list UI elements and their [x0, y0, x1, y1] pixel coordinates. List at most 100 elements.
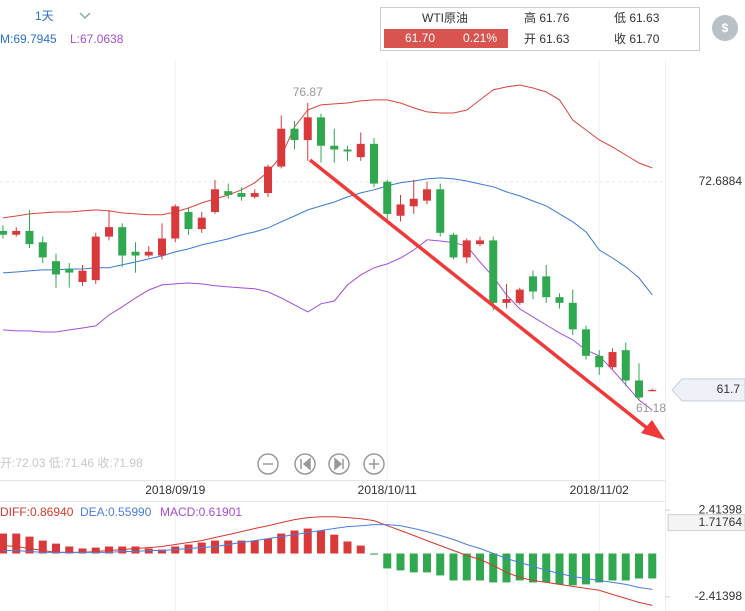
candle-body — [621, 350, 630, 381]
candle-body — [317, 117, 325, 146]
macd-bar — [542, 553, 551, 583]
trend-arrow — [308, 158, 665, 440]
close: 收 61.70 — [614, 32, 660, 46]
candle-body — [158, 238, 166, 256]
arrow-shaft — [308, 158, 654, 434]
macd-bar — [423, 553, 431, 573]
candle-body — [52, 261, 60, 275]
candle-body — [250, 193, 259, 197]
macd-bar — [12, 533, 21, 554]
candle-body — [582, 329, 590, 356]
macd-bar — [224, 540, 233, 554]
x-tick-label: 2018/10/11 — [358, 483, 417, 497]
macd-bar — [158, 549, 166, 554]
candle-body — [489, 240, 498, 303]
zoom-in[interactable] — [363, 453, 385, 475]
macd-bar — [555, 553, 564, 585]
last-price-label: 61.7 — [717, 382, 741, 396]
macd-bar — [489, 553, 498, 583]
x-tick-label: 2018/11/02 — [570, 483, 629, 497]
diff-line — [2, 516, 653, 606]
macd-bar — [250, 540, 259, 554]
macd-bar — [436, 553, 445, 576]
macd-legend: DEA:0.55990 — [80, 505, 152, 519]
macd-bar — [91, 547, 100, 554]
macd-bar — [529, 553, 537, 583]
candle-body — [648, 389, 657, 392]
candle-body — [542, 276, 551, 298]
candle-body — [515, 289, 524, 303]
prev[interactable] — [294, 453, 316, 475]
currency-icon[interactable] — [712, 15, 738, 41]
macd-bar — [370, 553, 378, 555]
macd-bar — [595, 553, 604, 583]
candle-body — [38, 242, 47, 258]
ohlc-hint: 开:72.03 低:71.46 收:71.98 — [0, 456, 143, 470]
candle-body — [396, 204, 405, 216]
macd-bar — [264, 538, 272, 554]
macd-bar — [608, 553, 617, 581]
dea-line — [3, 524, 653, 590]
macd-bar — [582, 553, 590, 585]
macd-bar — [303, 528, 312, 554]
candle-body — [370, 143, 378, 184]
candle-body — [595, 355, 604, 368]
macd-bar — [568, 553, 577, 586]
candle-body — [555, 297, 564, 303]
change: 0.21% — [463, 31, 497, 45]
candle-body — [91, 236, 100, 281]
candle-body — [144, 251, 153, 256]
currency-icon-glyph: $ — [722, 21, 729, 35]
low: 低 61.63 — [614, 11, 660, 25]
candle-body — [476, 240, 484, 245]
candle-body — [383, 181, 392, 214]
next[interactable] — [328, 453, 350, 475]
candle-body — [25, 230, 34, 245]
macd-legend: DIFF:0.86940 — [0, 505, 74, 519]
macd-bar — [396, 553, 405, 571]
nav-buttons — [257, 453, 385, 475]
candle-body — [65, 268, 74, 273]
candle-body — [224, 191, 233, 195]
macd-bar — [237, 540, 246, 554]
candle-body — [635, 380, 643, 398]
candle-body — [502, 299, 511, 303]
macd-bar — [462, 553, 471, 581]
macd-bar — [648, 553, 657, 579]
candle-body — [184, 211, 193, 230]
macd-bar — [383, 553, 392, 569]
candle-body — [211, 189, 219, 212]
macd-legend: MACD:0.61901 — [160, 505, 242, 519]
candle-body — [568, 302, 577, 330]
legend-text: L:67.0638 — [70, 32, 124, 46]
macd-bar — [635, 553, 643, 579]
macd-bar — [184, 544, 193, 554]
candle-body — [409, 198, 418, 207]
zoom-out[interactable] — [257, 453, 279, 475]
legend-text: M:69.7945 — [0, 32, 57, 46]
candle-body — [277, 128, 286, 167]
macd-bar — [476, 553, 484, 581]
macd-bar — [65, 546, 74, 554]
x-tick-label: 2018/09/19 — [145, 483, 205, 497]
macd-bar — [621, 553, 630, 581]
macd-bar — [330, 534, 339, 554]
candle-body — [423, 189, 431, 201]
symbol: WTI原油 — [422, 11, 468, 25]
band-line — [2, 177, 653, 296]
macd-bar — [515, 553, 524, 581]
macd-bar — [502, 553, 511, 583]
period[interactable]: 1天 — [35, 9, 54, 23]
value-marker-label: 1.71764 — [699, 515, 743, 529]
macd-bar — [25, 536, 34, 554]
dropdown-chevron[interactable] — [79, 12, 91, 20]
open: 开 61.63 — [524, 32, 570, 46]
icon — [300, 457, 311, 471]
macd-bar — [277, 533, 286, 554]
macd-bar — [131, 546, 140, 554]
candle-body — [608, 352, 617, 368]
candle-body — [449, 234, 458, 258]
candle-body — [131, 251, 140, 256]
